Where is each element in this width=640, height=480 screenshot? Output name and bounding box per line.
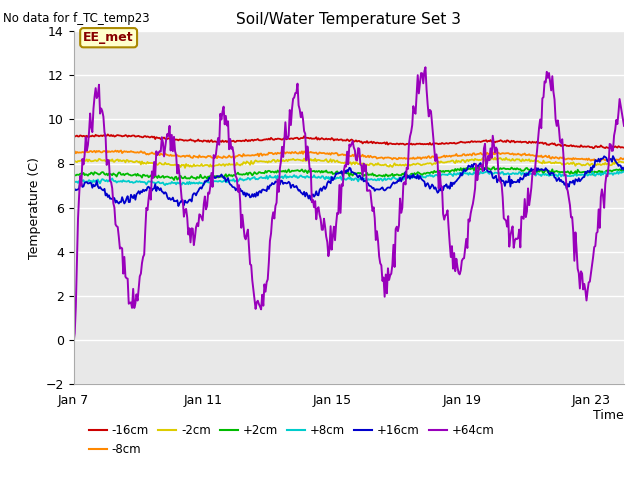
+16cm xyxy=(369,185,376,191)
-16cm xyxy=(104,132,111,137)
+64cm xyxy=(608,148,616,154)
-2cm xyxy=(70,158,77,164)
+8cm xyxy=(332,176,340,181)
-8cm xyxy=(522,152,530,158)
-16cm xyxy=(369,140,376,146)
+2cm xyxy=(369,170,376,176)
-16cm xyxy=(620,145,628,151)
+2cm xyxy=(170,177,178,183)
+2cm xyxy=(523,165,531,171)
-8cm xyxy=(117,147,125,153)
+2cm xyxy=(609,168,617,173)
+8cm xyxy=(161,182,169,188)
+16cm xyxy=(399,175,406,181)
+8cm xyxy=(369,177,376,182)
-8cm xyxy=(332,150,340,156)
+2cm xyxy=(620,168,628,173)
Line: +8cm: +8cm xyxy=(74,171,624,185)
-2cm xyxy=(369,161,376,167)
-16cm xyxy=(332,137,340,143)
+64cm xyxy=(397,210,405,216)
-2cm xyxy=(609,160,617,166)
+16cm xyxy=(70,188,77,194)
+16cm xyxy=(608,159,616,165)
-8cm xyxy=(70,149,77,155)
-16cm xyxy=(335,137,343,143)
+8cm xyxy=(483,168,491,174)
+64cm xyxy=(335,211,342,217)
+8cm xyxy=(399,175,406,180)
-16cm xyxy=(399,141,406,146)
+16cm xyxy=(332,170,340,176)
+2cm xyxy=(490,164,498,170)
+2cm xyxy=(399,171,406,177)
-2cm xyxy=(332,158,340,164)
+8cm xyxy=(523,170,531,176)
+2cm xyxy=(335,170,343,176)
-2cm xyxy=(620,159,628,165)
+16cm xyxy=(335,170,343,176)
-16cm xyxy=(609,144,617,150)
+16cm xyxy=(522,173,530,179)
+16cm xyxy=(620,167,628,172)
-8cm xyxy=(596,158,604,164)
-2cm xyxy=(335,159,343,165)
+64cm xyxy=(522,214,530,220)
+2cm xyxy=(332,169,340,175)
-8cm xyxy=(609,156,617,162)
Legend: -16cm, -8cm, -2cm, +2cm, +8cm, +16cm, +64cm: -16cm, -8cm, -2cm, +2cm, +8cm, +16cm, +6… xyxy=(84,420,499,461)
Text: EE_met: EE_met xyxy=(83,31,134,44)
-2cm xyxy=(523,157,531,163)
-8cm xyxy=(620,156,628,161)
Text: Time: Time xyxy=(593,408,624,422)
Line: -8cm: -8cm xyxy=(74,150,624,161)
-2cm xyxy=(399,162,406,168)
+8cm xyxy=(620,169,628,175)
Line: +64cm: +64cm xyxy=(74,67,624,342)
-8cm xyxy=(335,152,343,158)
Line: -2cm: -2cm xyxy=(74,157,624,168)
-16cm xyxy=(589,145,597,151)
-8cm xyxy=(369,155,376,160)
+16cm xyxy=(609,153,617,159)
Line: -16cm: -16cm xyxy=(74,134,624,148)
-2cm xyxy=(491,155,499,160)
+64cm xyxy=(422,64,429,70)
Y-axis label: Temperature (C): Temperature (C) xyxy=(28,156,42,259)
+64cm xyxy=(70,339,77,345)
-16cm xyxy=(70,133,77,139)
-16cm xyxy=(522,139,530,144)
+2cm xyxy=(70,171,77,177)
Line: +16cm: +16cm xyxy=(74,156,624,206)
Line: +2cm: +2cm xyxy=(74,167,624,180)
+8cm xyxy=(609,172,617,178)
-8cm xyxy=(399,156,406,161)
+64cm xyxy=(331,237,339,243)
+8cm xyxy=(70,179,77,185)
+64cm xyxy=(620,123,628,129)
+8cm xyxy=(335,175,343,180)
+16cm xyxy=(175,203,182,209)
-2cm xyxy=(181,165,189,171)
Title: Soil/Water Temperature Set 3: Soil/Water Temperature Set 3 xyxy=(236,12,461,27)
Text: No data for f_TC_temp23: No data for f_TC_temp23 xyxy=(3,12,150,25)
+64cm xyxy=(367,199,375,204)
